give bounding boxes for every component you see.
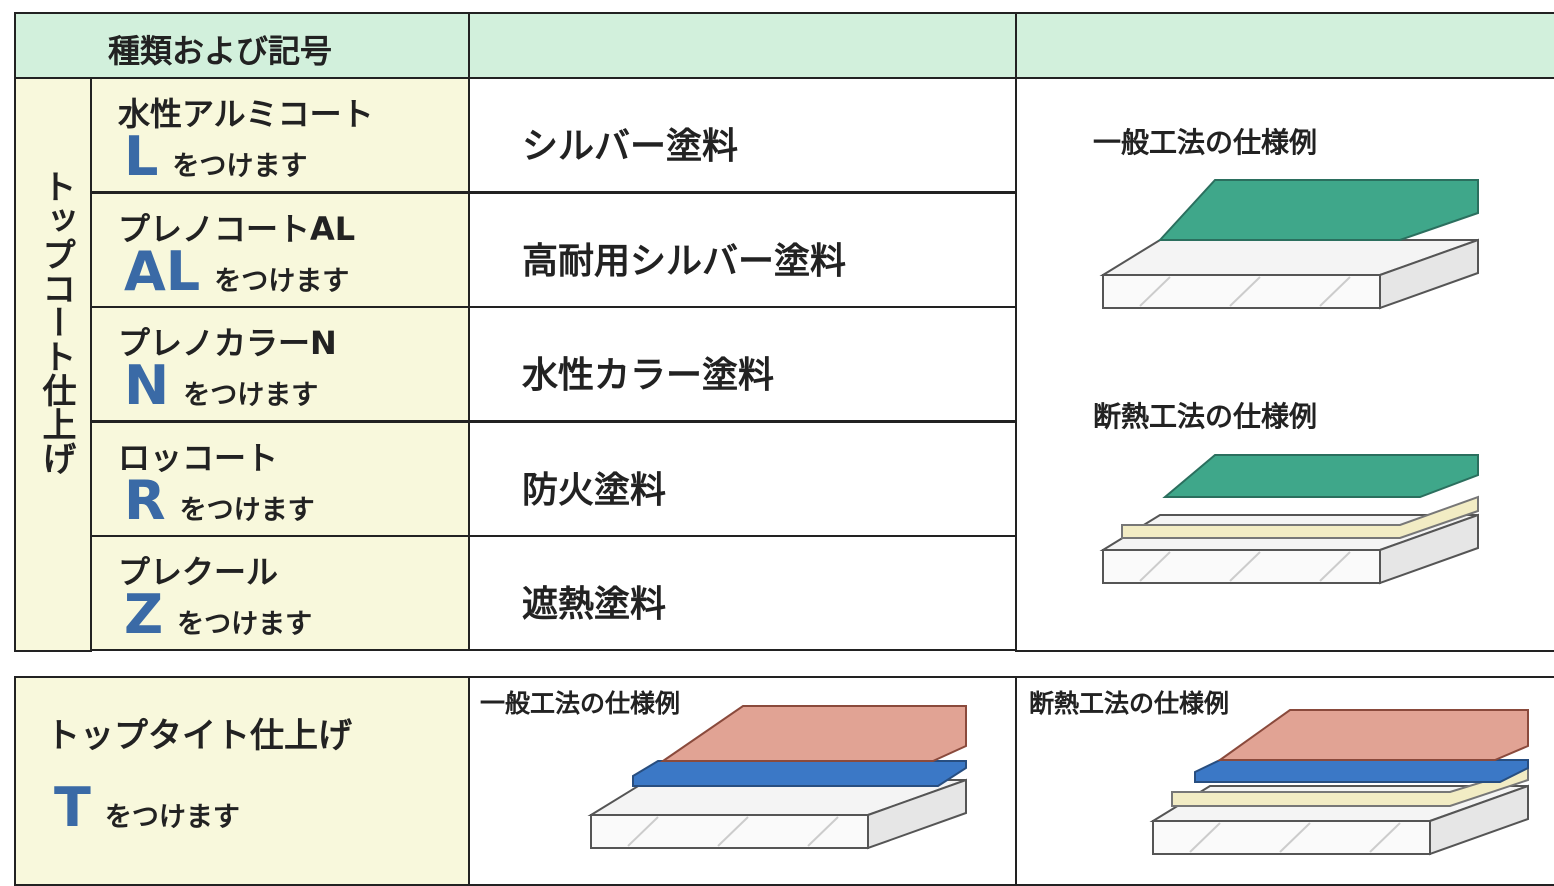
product-cell: プレノカラーN N をつけます bbox=[90, 306, 470, 423]
description-cell: 高耐用シルバー塗料 bbox=[468, 191, 1017, 308]
description: 遮熱塗料 bbox=[522, 584, 667, 626]
suffix: をつけます bbox=[179, 494, 315, 526]
suffix: をつけます bbox=[104, 802, 240, 833]
description: 防火塗料 bbox=[522, 469, 667, 511]
spec-label: 一般工法の仕様例 bbox=[1093, 126, 1318, 159]
illustration-cell: 断熱工法の仕様例 bbox=[1015, 676, 1554, 886]
code: L bbox=[124, 125, 159, 188]
code: Z bbox=[124, 583, 164, 647]
code: N bbox=[124, 354, 170, 418]
header-title: 種類および記号 bbox=[108, 32, 333, 70]
code: AL bbox=[124, 239, 201, 303]
product-code: T をつけます bbox=[54, 776, 240, 839]
spec-label: 一般工法の仕様例 bbox=[480, 689, 681, 718]
product-code: L をつけます bbox=[124, 125, 307, 188]
product-cell: ロッコート R をつけます bbox=[90, 420, 470, 537]
suffix: をつけます bbox=[172, 151, 308, 182]
product-name: プレノコートAL bbox=[118, 209, 356, 248]
product-name: プレクール bbox=[118, 553, 279, 592]
product-name: プレノカラーN bbox=[118, 324, 337, 363]
description-cell: シルバー塗料 bbox=[468, 77, 1017, 193]
suffix: をつけます bbox=[177, 609, 313, 641]
product-cell: プレクール Z をつけます bbox=[90, 535, 470, 652]
side-label: トップコート仕上げ bbox=[36, 169, 76, 475]
description-cell: 遮熱塗料 bbox=[468, 535, 1017, 652]
product-cell: プレノコートAL AL をつけます bbox=[90, 191, 470, 308]
description: 高耐用シルバー塗料 bbox=[522, 240, 847, 282]
product-name: ロッコート bbox=[118, 438, 279, 477]
product-code: Z をつけます bbox=[124, 583, 312, 646]
header-cell bbox=[1015, 12, 1554, 79]
illustration-cell: 一般工法の仕様例 bbox=[468, 676, 1017, 886]
suffix: をつけます bbox=[183, 380, 319, 412]
side-cell: トップコート仕上げ bbox=[14, 77, 92, 652]
suffix: をつけます bbox=[214, 265, 350, 297]
code: R bbox=[124, 468, 166, 532]
description: 水性カラー塗料 bbox=[522, 355, 775, 397]
top-tight-cell: トップタイト仕上げ T をつけます bbox=[14, 676, 470, 886]
description: シルバー塗料 bbox=[522, 126, 739, 167]
spec-label: 断熱工法の仕様例 bbox=[1093, 400, 1318, 433]
description-cell: 水性カラー塗料 bbox=[468, 306, 1017, 423]
spec-label: 断熱工法の仕様例 bbox=[1029, 689, 1230, 718]
header-cell bbox=[468, 12, 1017, 79]
product-cell: 水性アルミコート L をつけます bbox=[90, 77, 470, 193]
header-cell: 種類および記号 bbox=[14, 12, 470, 79]
product-code: R をつけます bbox=[124, 469, 315, 532]
product-code: AL をつけます bbox=[124, 240, 349, 303]
product-code: N をつけます bbox=[124, 354, 318, 417]
illustration-cell: 一般工法の仕様例 断熱工法の仕様例 bbox=[1015, 77, 1554, 652]
product-name: 水性アルミコート bbox=[118, 95, 374, 133]
description-cell: 防火塗料 bbox=[468, 420, 1017, 537]
product-name: トップタイト仕上げ bbox=[46, 716, 352, 756]
code: T bbox=[54, 776, 91, 839]
